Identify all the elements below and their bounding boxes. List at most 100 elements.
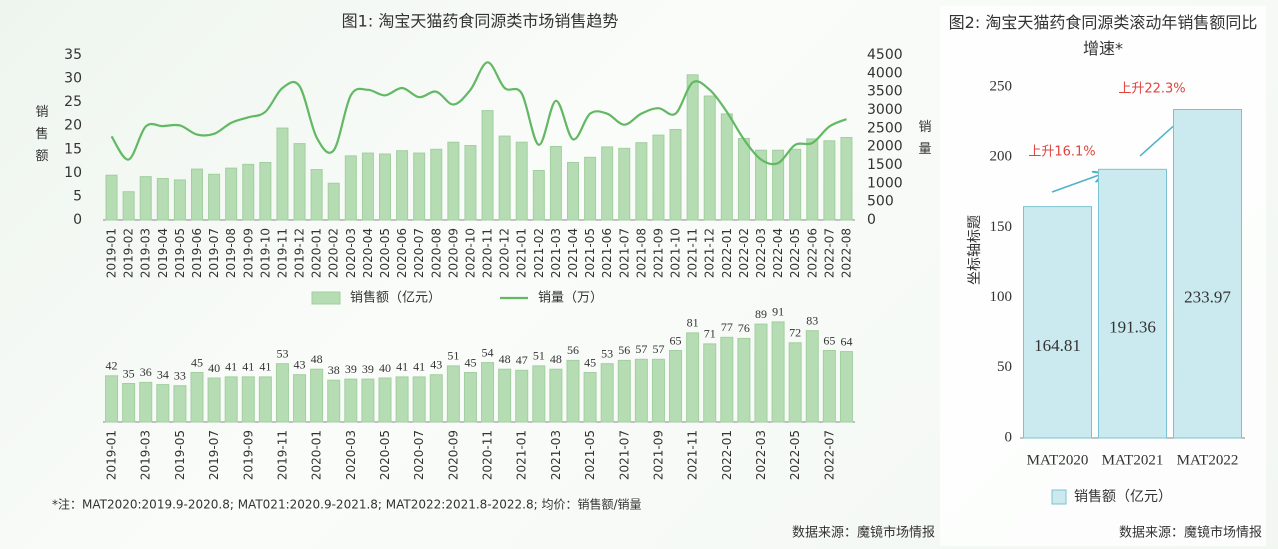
data-label: 56 [618,343,630,357]
x-tick-label: 2022-07 [822,228,836,278]
bar [566,359,580,423]
bar [293,374,307,423]
bar [259,161,272,221]
data-label: 40 [379,361,391,375]
y-tick-label: 50 [997,359,1012,375]
data-label: 39 [362,362,374,376]
y2-tick-label: 3000 [867,102,903,118]
x-tick-label: 2022-03 [754,228,768,278]
bar [515,369,529,423]
data-label: 45 [464,355,476,369]
bar [481,110,494,221]
x-tick-label: 2019-08 [224,228,238,278]
bar [429,374,443,423]
x-tick-label: 2019-05 [173,228,187,278]
bar [156,384,170,423]
legend-label: 销售额（亿元） [350,290,441,306]
bar [567,161,579,221]
bar [686,74,699,221]
bar [242,163,255,221]
bar [498,135,511,221]
data-label: 45 [191,355,203,369]
data-label: 64 [840,334,852,348]
bar [395,376,409,423]
x-tick-label: 2021-03 [549,228,563,278]
legend-label: 销量（万） [538,291,603,306]
x-tick-label: 2022-04 [771,228,785,278]
x-tick-label: 2022-06 [805,228,819,278]
data-label: 43 [294,357,306,371]
x-tick-label: MAT2020 [1027,452,1089,468]
bar [771,321,785,423]
x-tick-label: 2021-12 [703,228,717,278]
x-tick-label: 2019-03 [139,430,153,480]
data-label: 57 [635,342,647,356]
x-tick-label: 2020-07 [412,430,426,480]
x-tick-label: 2020-06 [395,228,409,278]
data-label: 41 [396,360,408,374]
bar [549,145,562,221]
x-tick-label: 2019-09 [241,228,255,278]
x-tick-label: 2020-08 [429,228,443,278]
axis-label: 坐标轴标题 [967,215,983,285]
bar [840,137,853,221]
x-tick-label: 2019-02 [122,228,136,278]
x-tick-label: 2020-01 [310,228,324,278]
x-tick-label: 2019-01 [105,228,119,278]
bar [327,379,341,423]
bar [481,362,495,423]
bar [412,376,426,423]
bar [839,351,853,423]
x-tick-label: 2020-03 [344,228,358,278]
y-tick-label: 0 [73,212,82,228]
x-tick-label: 2022-03 [754,430,768,480]
bar [173,179,186,221]
data-label: 77 [721,320,733,334]
data-label: 71 [704,327,716,341]
y-tick-label: 200 [990,149,1013,165]
x-tick-label: 2021-06 [600,228,614,278]
y2-tick-label: 2000 [867,139,903,155]
y-tick-label: 20 [64,118,82,134]
bar [737,137,750,221]
bar [310,169,323,221]
bar [276,127,289,221]
bar [275,363,289,423]
bar [669,350,683,423]
bar [1023,206,1092,439]
x-tick-label: 2022-08 [839,228,853,278]
x-tick-label: 2021-11 [686,228,700,278]
bar [224,376,238,423]
source: 数据来源：魔镜市场情报 [792,525,935,541]
bar [156,178,169,221]
data-label: 81 [687,316,699,330]
data-label: 51 [533,349,545,363]
x-tick-label: MAT2022 [1177,452,1239,468]
bar [618,147,631,221]
bar [584,156,597,221]
y-tick-label: 100 [990,289,1013,305]
bar [515,141,528,221]
bar [805,330,819,423]
x-tick-label: 2020-05 [378,228,392,278]
bar [737,337,751,423]
data-label: 48 [499,352,511,366]
y-tick-label: 25 [64,94,82,110]
data-label: 164.81 [1034,336,1081,355]
data-label: 36 [140,365,152,379]
bar [652,134,665,221]
bar [703,95,716,221]
data-label: 41 [413,360,425,374]
bar [207,377,221,423]
bar [669,128,682,221]
bar [720,113,733,221]
line [110,61,847,166]
x-tick-label: 2019-07 [207,228,221,278]
x-tick-label: 2022-07 [822,430,836,480]
x-tick-label: 2022-02 [737,228,751,278]
x-tick-label: 2021-01 [515,228,529,278]
bar [617,359,631,423]
legend-swatch [1051,489,1067,505]
x-tick-label: 2021-11 [686,430,700,480]
legend-swatch [311,291,341,305]
